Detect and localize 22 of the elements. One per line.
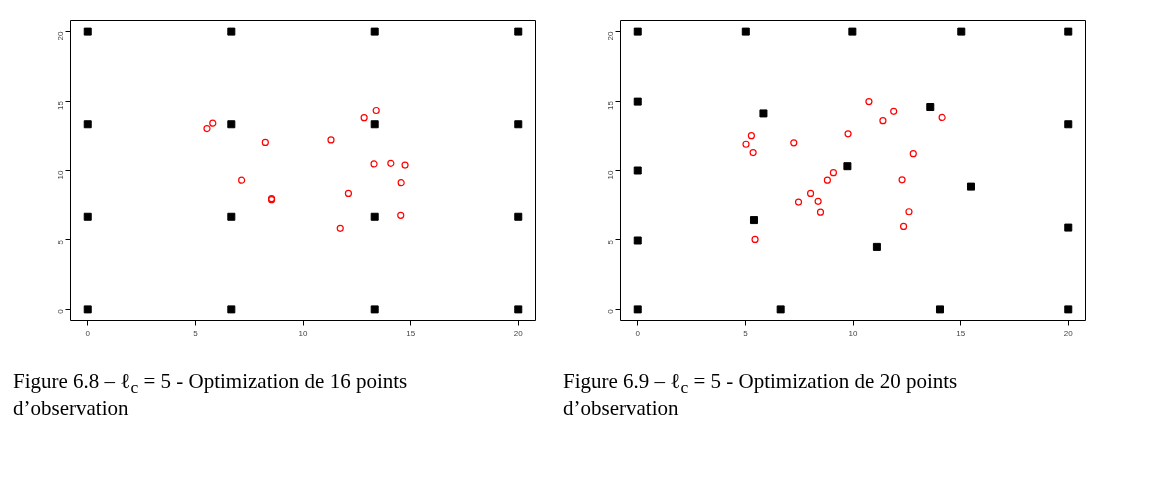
y-tick-label: 10 xyxy=(606,169,615,180)
y-tick-label: 10 xyxy=(56,169,65,180)
y-tick-label: 20 xyxy=(56,31,65,41)
y-tick-label: 0 xyxy=(56,308,65,314)
x-tick-label: 10 xyxy=(298,328,308,338)
x-tick-label: 20 xyxy=(1063,328,1074,338)
x-tick-label: 0 xyxy=(85,328,91,338)
y-tick-label: 0 xyxy=(606,308,615,314)
x-tick-label: 0 xyxy=(635,328,641,338)
y-tick-label: 20 xyxy=(606,31,615,41)
y-tick-label: 5 xyxy=(56,239,65,245)
x-tick-label: 10 xyxy=(848,328,858,338)
x-tick-label: 5 xyxy=(743,328,749,338)
caption: Figure 6.8 – ℓ$_{c}$ = 5 - Optimization de 16 points d’observation xyxy=(13,369,409,421)
x-tick-label: 5 xyxy=(193,328,199,338)
caption: Figure 6.9 – ℓ$_{c}$ = 5 - Optimization de 20 points d’observation xyxy=(563,369,959,421)
y-tick-label: 15 xyxy=(606,100,615,110)
x-tick-label: 20 xyxy=(513,328,524,338)
y-tick-label: 5 xyxy=(606,239,615,245)
x-tick-label: 15 xyxy=(956,328,966,338)
y-tick-label: 15 xyxy=(56,100,65,110)
x-tick-label: 15 xyxy=(406,328,416,338)
